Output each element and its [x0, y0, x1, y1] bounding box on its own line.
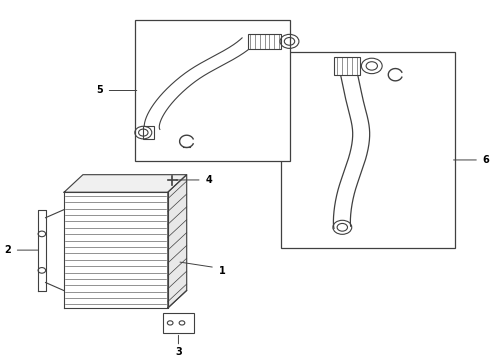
- Bar: [281, 52, 456, 248]
- Text: 4: 4: [205, 175, 212, 185]
- Polygon shape: [64, 175, 187, 192]
- Text: 1: 1: [219, 266, 225, 276]
- Bar: [163, 313, 194, 333]
- Bar: [248, 33, 281, 49]
- Polygon shape: [64, 192, 168, 308]
- Polygon shape: [38, 210, 46, 291]
- Polygon shape: [333, 65, 369, 228]
- Text: 6: 6: [483, 155, 490, 165]
- Polygon shape: [168, 175, 187, 308]
- Polygon shape: [144, 38, 254, 136]
- Bar: [143, 126, 154, 139]
- Bar: [334, 57, 360, 75]
- Bar: [135, 20, 291, 161]
- Text: 3: 3: [175, 347, 182, 357]
- Text: 5: 5: [96, 85, 103, 95]
- Text: 2: 2: [4, 245, 11, 255]
